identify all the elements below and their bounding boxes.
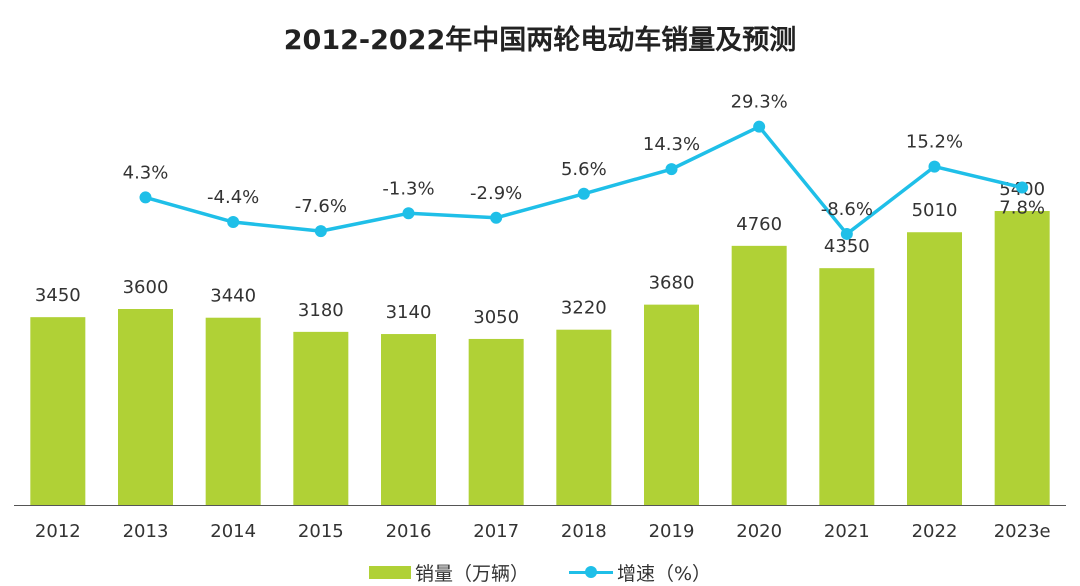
growth-point-2020: [753, 120, 766, 133]
bar-2020: [731, 245, 787, 505]
bar-2017: [468, 338, 524, 505]
growth-point-2019: [665, 163, 678, 176]
bar-label-2016: 3140: [386, 302, 432, 323]
bar-2013: [118, 309, 173, 505]
legend-swatch-line: [568, 565, 613, 579]
rate-label-2022: 15.2%: [906, 132, 963, 153]
rate-label-2018: 5.6%: [561, 159, 607, 180]
rate-label-2016: -1.3%: [382, 178, 434, 199]
legend-item-growth: 增速（%）: [568, 559, 712, 586]
rate-label-2015: -7.6%: [295, 196, 347, 217]
bar-2012: [30, 317, 86, 505]
x-tick-2013: 2013: [123, 521, 169, 542]
bar-2018: [556, 329, 612, 505]
rate-label-2013: 4.3%: [123, 162, 169, 183]
growth-point-2021: [840, 227, 853, 240]
x-tick-2017: 2017: [473, 521, 519, 542]
legend-label-growth: 增速（%）: [616, 562, 712, 585]
growth-line: [145, 124, 1023, 236]
x-tick-2012: 2012: [35, 521, 81, 542]
x-tick-2022: 2022: [912, 521, 958, 542]
bar-2023e: [994, 211, 1050, 505]
growth-point-2018: [577, 187, 590, 200]
bar-label-2018: 3220: [561, 298, 607, 319]
rate-label-2021: -8.6%: [821, 199, 873, 220]
bar-2014: [205, 317, 261, 505]
bar-label-2013: 3600: [123, 277, 169, 298]
legend-label-sales: 销量（万辆）: [414, 562, 529, 585]
bar-label-2017: 3050: [473, 307, 519, 328]
x-tick-2023e: 2023e: [994, 521, 1051, 542]
rate-label-2020: 29.3%: [731, 92, 788, 113]
bar-2022: [907, 232, 962, 505]
growth-point-2022: [928, 160, 941, 173]
bar-2021: [819, 268, 875, 505]
bar-label-2012: 3450: [35, 285, 81, 306]
bar-label-2021: 4350: [824, 236, 870, 257]
growth-point-2023e: [1016, 181, 1029, 194]
growth-point-2016: [402, 207, 415, 220]
rate-label-2019: 14.3%: [643, 134, 700, 155]
growth-point-2014: [227, 216, 240, 229]
growth-point-2017: [490, 211, 503, 224]
rate-label-2017: -2.9%: [470, 183, 522, 204]
x-tick-2021: 2021: [824, 521, 870, 542]
x-tick-2018: 2018: [561, 521, 607, 542]
x-tick-2015: 2015: [298, 521, 344, 542]
bar-label-2022: 5010: [912, 200, 958, 221]
growth-point-2013: [139, 191, 152, 204]
x-tick-2019: 2019: [649, 521, 695, 542]
x-tick-2020: 2020: [736, 521, 782, 542]
bar-label-2015: 3180: [298, 300, 344, 321]
rate-label-2014: -4.4%: [207, 187, 259, 208]
legend: 销量（万辆） 增速（%）: [0, 559, 1080, 586]
bar-2015: [293, 331, 349, 505]
x-tick-2016: 2016: [386, 521, 432, 542]
bar-label-2014: 3440: [210, 286, 256, 307]
growth-point-2015: [314, 225, 327, 238]
bar-2016: [381, 334, 436, 505]
bar-2019: [644, 304, 699, 505]
legend-item-sales: 销量（万辆）: [368, 559, 529, 586]
bar-label-2019: 3680: [649, 273, 695, 294]
rate-label-2023e: 7.8%: [999, 198, 1045, 219]
bar-label-2020: 4760: [736, 214, 782, 235]
x-tick-2014: 2014: [210, 521, 256, 542]
legend-swatch-bar: [368, 565, 411, 579]
chart-title: 2012-2022年中国两轮电动车销量及预测: [283, 25, 797, 56]
